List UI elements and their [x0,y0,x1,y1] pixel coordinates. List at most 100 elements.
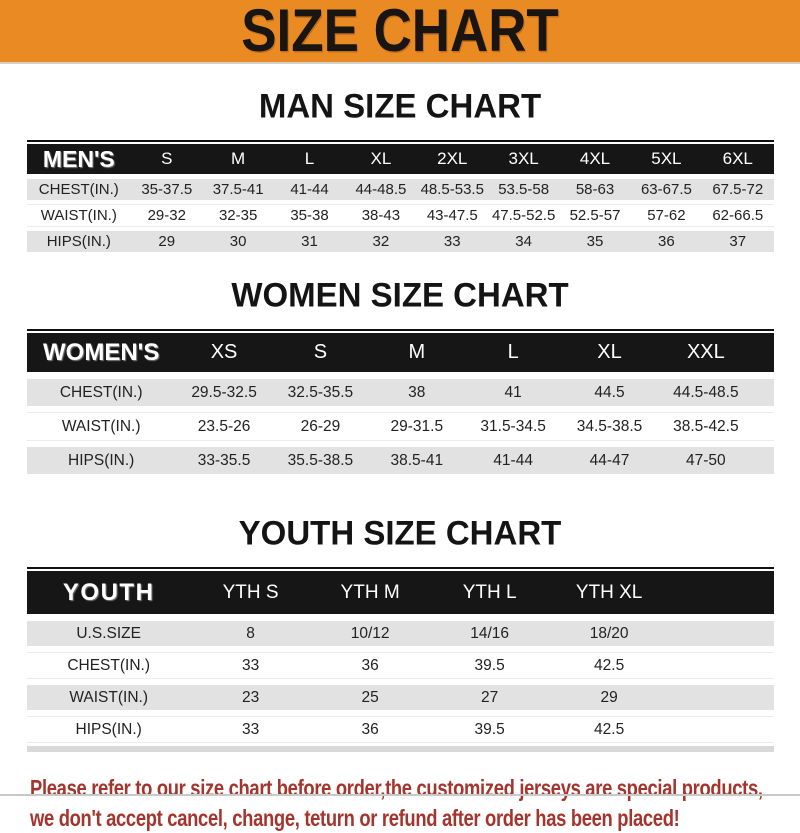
youth-table-row: HIPS(IN.) 33 36 39.5 42.5 [26,717,774,742]
column-header: XXL [686,341,725,363]
size-cell: 37.5-41 [212,181,264,198]
women-table-row: CHEST(IN.) 29.5-32.5 32.5-35.5 38 41 44.5 44.5… [26,379,774,406]
banner-title: SIZE CHART [241,0,559,65]
size-cell: 26-29 [300,417,341,435]
size-cell: 33 [241,656,260,674]
size-cell: 39.5 [474,656,505,674]
column-header: YTH S [222,581,279,603]
size-cell: 32.5-35.5 [287,383,354,401]
row-label: CHEST(IN.) [59,383,143,401]
column-header: S [161,149,173,168]
youth-header-row: YOUTH YTH S YTH M YTH L YTH XL [26,571,774,614]
column-header: XL [597,341,622,363]
size-cell: 29 [158,233,176,250]
size-cell: 67.5-72 [712,181,764,198]
size-cell: 38-43 [361,207,401,224]
size-cell: 41-44 [493,451,533,469]
column-header: L [304,149,315,168]
row-label: WAIST(IN.) [69,688,148,706]
size-cell: 43-47.5 [426,207,478,224]
women-header-row: WOMEN'S XS S M L XL XXL [26,333,774,372]
column-header: YTH XL [575,581,643,603]
size-cell: 36 [361,720,379,738]
men-table-label: MEN'S [42,145,115,172]
size-cell: 44-47 [589,451,630,469]
size-cell: 35-37.5 [141,181,193,198]
row-label: HIPS(IN.) [46,233,111,250]
size-cell: 35-38 [290,207,329,224]
men-section-title: MAN SIZE CHART [258,86,542,125]
women-section-title: WOMEN SIZE CHART [231,275,569,314]
column-header: S [313,341,328,363]
size-cell: 39.5 [474,720,505,738]
size-cell: 29.5-32.5 [191,383,257,401]
size-cell: 25 [361,688,379,706]
row-label: HIPS(IN.) [68,451,135,469]
size-cell: 44-48.5 [355,181,407,198]
column-header: 5XL [651,149,682,168]
bottom-divider [0,794,800,796]
youth-section-title: YOUTH SIZE CHART [238,513,562,552]
size-cell: 44.5-48.5 [673,383,739,401]
youth-table-row: WAIST(IN.) 23 25 27 29 [26,685,774,710]
size-cell: 42.5 [594,656,625,674]
size-cell: 52.5-57 [569,207,621,224]
men-table-row: HIPS(IN.) 29 30 31 32 33 34 35 36 37 [26,231,774,252]
women-table-row: HIPS(IN.) 33-35.5 35.5-38.5 38.5-41 41-44 44-… [26,447,774,474]
size-cell: 62-66.5 [712,207,764,224]
size-cell: 23 [241,688,260,706]
youth-table-label: YOUTH [62,578,155,606]
men-table-row: CHEST(IN.) 35-37.5 37.5-41 41-44 44-48.5 48.5… [26,179,774,200]
column-header: 6XL [722,149,753,168]
size-cell: 29-31.5 [390,417,444,435]
women-table-row: WAIST(IN.) 23.5-26 26-29 29-31.5 31.5-34.5 34… [26,413,774,440]
size-cell: 58-63 [575,181,615,198]
size-cell: 36 [658,233,675,250]
size-cell: 63-67.5 [640,181,692,198]
size-chart-banner: SIZE CHART [0,0,800,65]
column-header: L [507,341,519,363]
table-top-line [26,140,774,142]
column-header: M [231,149,246,168]
men-size-table: MEN'S S M L XL 2XL 3XL 4XL 5XL 6XL CHEST(IN.) 35-37… [26,140,774,252]
women-size-table: WOMEN'S XS S M L XL XXL CHEST(IN.) 29.5-32.5 32.5… [26,329,774,474]
youth-table-row: U.S.SIZE 8 10/12 14/16 18/20 [26,621,774,646]
size-cell: 23.5-26 [197,417,251,435]
size-cell: 29-32 [147,207,186,224]
size-cell: 57-62 [647,207,686,224]
size-cell: 47-50 [686,451,726,469]
size-cell: 36 [361,656,379,674]
size-cell: 42.5 [594,720,625,738]
size-cell: 35 [586,233,604,250]
size-cell: 32-35 [218,207,258,224]
disclaimer-line-1: Please refer to our size chart before or… [30,775,763,801]
column-header: YTH L [462,581,517,603]
row-label: WAIST(IN.) [61,417,141,435]
size-cell: 33 [443,233,461,250]
size-cell: 41 [504,383,522,401]
women-table-label: WOMEN'S [43,338,160,366]
size-cell: 30 [229,233,247,250]
column-header: XL [370,149,392,168]
size-cell: 10/12 [350,624,390,642]
size-cell: 48.5-53.5 [420,181,484,198]
row-label: HIPS(IN.) [75,720,142,738]
size-cell: 38.5-41 [390,451,444,469]
table-top-line [26,567,774,569]
youth-size-table: YOUTH YTH S YTH M YTH L YTH XL U.S.SIZE 8 10/12… [26,567,774,752]
size-cell: 53.5-58 [498,181,550,198]
men-header-row: MEN'S S M L XL 2XL 3XL 4XL 5XL 6XL [26,144,774,174]
size-cell: 37 [729,233,747,250]
column-header: YTH M [340,581,400,603]
size-cell: 14/16 [470,624,510,642]
size-cell: 35.5-38.5 [287,451,354,469]
row-label: CHEST(IN.) [67,656,150,674]
row-label: U.S.SIZE [76,624,141,642]
column-header: 2XL [437,149,468,168]
youth-table-body: YOUTH YTH S YTH M YTH L YTH XL U.S.SIZE 8 10/12… [26,571,774,742]
size-cell: 18/20 [589,624,629,642]
size-cell: 38.5-42.5 [673,417,739,435]
column-header: 3XL [508,149,539,168]
size-cell: 32 [372,233,390,250]
